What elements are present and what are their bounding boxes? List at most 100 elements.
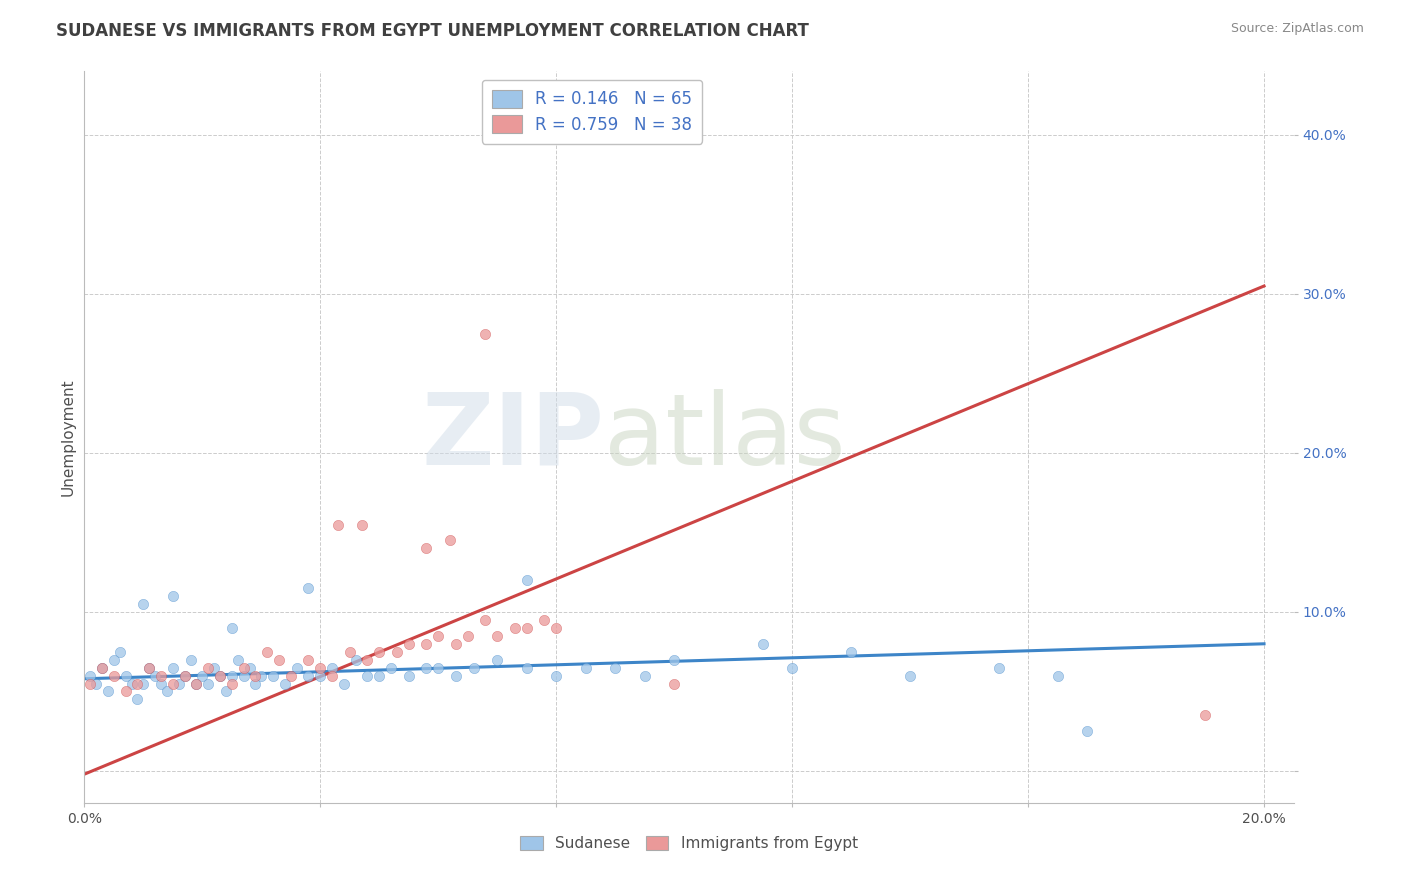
Point: [91, 660, 114, 674]
Point: [297, 581, 319, 595]
Point: [486, 629, 509, 643]
Point: [309, 668, 332, 682]
Point: [221, 668, 243, 682]
Point: [238, 660, 260, 674]
Point: [339, 645, 361, 659]
Point: [605, 660, 627, 674]
Point: [439, 533, 461, 548]
Point: [1194, 708, 1216, 723]
Point: [180, 653, 202, 667]
Point: [285, 660, 308, 674]
Point: [380, 660, 402, 674]
Point: [79, 676, 101, 690]
Point: [127, 692, 149, 706]
Point: [516, 660, 538, 674]
Point: [173, 668, 195, 682]
Point: [162, 589, 184, 603]
Point: [186, 676, 208, 690]
Point: [664, 653, 686, 667]
Point: [250, 668, 273, 682]
Point: [516, 573, 538, 587]
Point: [987, 660, 1010, 674]
Point: [197, 660, 219, 674]
Point: [1076, 724, 1098, 739]
Point: [221, 676, 243, 690]
Point: [143, 668, 166, 682]
Point: [444, 668, 467, 682]
Point: [474, 326, 496, 341]
Point: [197, 676, 219, 690]
Point: [309, 660, 332, 674]
Point: [191, 668, 214, 682]
Point: [162, 676, 184, 690]
Point: [132, 597, 155, 611]
Point: [297, 668, 319, 682]
Point: [503, 621, 526, 635]
Point: [127, 676, 149, 690]
Point: [91, 660, 114, 674]
Point: [245, 668, 267, 682]
Point: [546, 621, 568, 635]
Point: [463, 660, 485, 674]
Point: [474, 613, 496, 627]
Point: [84, 676, 107, 690]
Point: [326, 517, 349, 532]
Point: [245, 676, 267, 690]
Point: [664, 676, 686, 690]
Point: [533, 613, 555, 627]
Point: [167, 676, 190, 690]
Point: [262, 668, 284, 682]
Point: [333, 676, 356, 690]
Point: [150, 676, 173, 690]
Point: [202, 660, 225, 674]
Point: [132, 676, 155, 690]
Point: [427, 629, 450, 643]
Point: [457, 629, 479, 643]
Legend: Sudanese, Immigrants from Egypt: Sudanese, Immigrants from Egypt: [515, 830, 863, 857]
Point: [215, 684, 238, 698]
Point: [350, 517, 373, 532]
Point: [274, 676, 297, 690]
Point: [280, 668, 302, 682]
Point: [79, 668, 101, 682]
Point: [898, 668, 921, 682]
Point: [103, 668, 125, 682]
Point: [138, 660, 160, 674]
Point: [1046, 668, 1069, 682]
Point: [575, 660, 598, 674]
Point: [150, 668, 173, 682]
Point: [356, 668, 378, 682]
Point: [97, 684, 120, 698]
Point: [226, 653, 249, 667]
Point: [780, 660, 803, 674]
Point: [398, 637, 420, 651]
Point: [156, 684, 179, 698]
Y-axis label: Unemployment: Unemployment: [60, 378, 76, 496]
Point: [415, 541, 437, 556]
Point: [751, 637, 773, 651]
Point: [546, 668, 568, 682]
Point: [208, 668, 231, 682]
Text: Source: ZipAtlas.com: Source: ZipAtlas.com: [1230, 22, 1364, 36]
Point: [516, 621, 538, 635]
Point: [103, 653, 125, 667]
Point: [839, 645, 862, 659]
Text: atlas: atlas: [605, 389, 846, 485]
Point: [186, 676, 208, 690]
Point: [321, 668, 343, 682]
Text: ZIP: ZIP: [422, 389, 605, 485]
Point: [427, 660, 450, 674]
Point: [634, 668, 657, 682]
Point: [208, 668, 231, 682]
Point: [297, 653, 319, 667]
Point: [398, 668, 420, 682]
Point: [356, 653, 378, 667]
Point: [162, 660, 184, 674]
Point: [368, 645, 391, 659]
Point: [321, 660, 343, 674]
Text: SUDANESE VS IMMIGRANTS FROM EGYPT UNEMPLOYMENT CORRELATION CHART: SUDANESE VS IMMIGRANTS FROM EGYPT UNEMPL…: [56, 22, 808, 40]
Point: [486, 653, 509, 667]
Point: [232, 668, 254, 682]
Point: [415, 660, 437, 674]
Point: [173, 668, 195, 682]
